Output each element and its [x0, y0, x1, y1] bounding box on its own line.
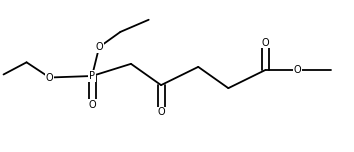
- Text: O: O: [293, 65, 301, 75]
- Text: P: P: [89, 71, 95, 81]
- Text: O: O: [46, 73, 53, 83]
- Text: O: O: [262, 38, 269, 48]
- Text: O: O: [157, 107, 165, 117]
- Text: O: O: [88, 100, 96, 110]
- Text: O: O: [95, 42, 103, 52]
